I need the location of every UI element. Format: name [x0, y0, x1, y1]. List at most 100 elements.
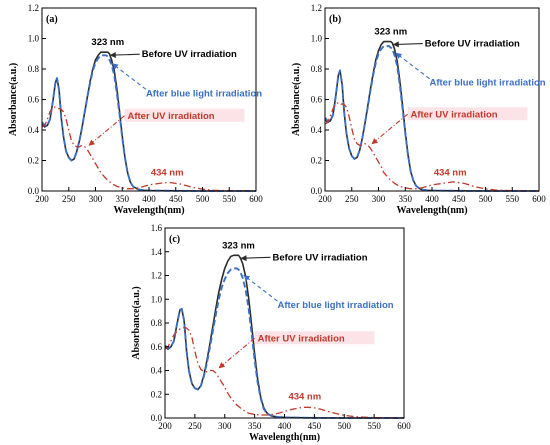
before-arrow-head	[392, 41, 399, 48]
blue-arrow-head	[243, 275, 251, 282]
peak-uv-label: 323 nm	[91, 37, 124, 48]
y-tick-label: 0.0	[151, 413, 163, 423]
plot-frame	[324, 7, 540, 192]
y-tick-label: 0.4	[28, 125, 40, 135]
x-tick-label: 350	[116, 194, 130, 204]
y-tick-label: 0.2	[28, 156, 39, 166]
x-tick-label: 200	[158, 421, 172, 431]
after-uv-label-bg	[254, 331, 375, 345]
y-tick-label: 0.4	[151, 366, 163, 376]
x-tick-label: 450	[452, 194, 466, 204]
y-axis-label: Absorbance(a.u.)	[131, 286, 142, 359]
x-tick-label: 200	[318, 194, 332, 204]
y-tick-label: 1.2	[28, 3, 39, 13]
panel-label: (c)	[169, 234, 180, 245]
x-axis-label: Wavelength(nm)	[249, 432, 320, 443]
x-tick-label: 300	[218, 421, 232, 431]
y-tick-label: 1.2	[311, 3, 322, 13]
y-axis-label: Absorbance(a.u.)	[291, 63, 302, 136]
x-tick-label: 250	[345, 194, 359, 204]
y-tick-label: 0.0	[28, 186, 40, 196]
x-tick-label: 500	[479, 194, 493, 204]
peak-vis-label: 434 nm	[151, 167, 184, 178]
blue-arrow-head	[111, 63, 119, 70]
series-line-blue	[164, 267, 404, 419]
uv-arrow-line	[88, 115, 125, 147]
blue-arrow-line	[243, 274, 278, 302]
after-uv-label-bg	[124, 108, 245, 122]
x-tick-label: 400	[278, 421, 292, 431]
series-line-uv	[164, 327, 405, 419]
after-uv-label-bg	[407, 107, 528, 121]
x-tick-label: 450	[308, 421, 322, 431]
y-tick-label: 1.0	[151, 294, 163, 304]
x-axis-label: Wavelength(nm)	[113, 205, 184, 216]
x-tick-label: 200	[35, 194, 49, 204]
x-tick-label: 250	[188, 421, 202, 431]
after-blue-label: After blue light irradiation	[146, 88, 262, 99]
uv-arrow-line	[371, 113, 408, 145]
y-tick-label: 0.8	[151, 318, 163, 328]
panel-c: 200 250 300 350 400 450 500 550 600 0.0 0.2 0.4 0.6 0…	[131, 223, 411, 443]
y-tick-label: 0.2	[311, 156, 322, 166]
before-uv-label: Before UV irradiation	[142, 49, 237, 60]
y-tick-label: 1.0	[28, 34, 40, 44]
x-tick-label: 500	[196, 194, 210, 204]
x-tick-label: 600	[397, 421, 411, 431]
peak-uv-label: 323 nm	[222, 240, 255, 251]
y-tick-label: 1.0	[311, 34, 323, 44]
peak-vis-label: 434 nm	[288, 391, 321, 402]
y-tick-label: 1.6	[151, 223, 163, 233]
plot-frame	[41, 7, 257, 192]
panel-b: 200 250 300 350 400 450 500 550 600 0.0 0.2 0.4 0.6 0…	[291, 3, 546, 216]
uv-arrow-head	[218, 362, 226, 369]
y-axis-label: Absorbance(a.u.)	[8, 63, 19, 136]
series-line-uv	[41, 106, 257, 192]
x-tick-label: 550	[367, 421, 381, 431]
y-tick-label: 1.2	[151, 271, 162, 281]
series-line-blue	[41, 54, 256, 192]
x-tick-label: 600	[249, 194, 263, 204]
after-uv-label: After UV irradiation	[127, 111, 214, 122]
after-uv-label: After UV irradiation	[258, 333, 345, 344]
uv-arrow-line	[218, 337, 255, 369]
after-blue-label: After blue light irradiation	[429, 78, 545, 89]
y-tick-label: 1.4	[151, 247, 163, 257]
panel-a: 200 250 300 350 400 450 500 550 600 0.0 0.2 0.4 0.6 0…	[8, 3, 263, 216]
x-tick-label: 500	[338, 421, 352, 431]
y-tick-label: 0.0	[311, 186, 323, 196]
y-tick-label: 0.6	[311, 95, 323, 105]
blue-arrow-line	[395, 52, 430, 80]
x-axis-label: Wavelength(nm)	[396, 205, 467, 216]
x-tick-label: 550	[506, 194, 520, 204]
before-arrow-head	[109, 52, 116, 59]
uv-arrow-head	[371, 138, 379, 145]
uv-arrow-head	[88, 139, 96, 146]
x-tick-label: 400	[142, 194, 156, 204]
y-tick-label: 0.6	[151, 342, 163, 352]
x-tick-label: 300	[89, 194, 103, 204]
after-uv-label: After UV irradiation	[410, 109, 497, 120]
blue-arrow-head	[395, 52, 403, 59]
peak-uv-label: 323 nm	[374, 27, 407, 38]
y-tick-label: 0.2	[151, 389, 162, 399]
x-tick-label: 350	[248, 421, 262, 431]
y-tick-label: 0.8	[311, 64, 323, 74]
before-uv-label: Before UV irradiation	[272, 252, 367, 263]
blue-arrow-line	[111, 62, 147, 90]
series-line-blue	[324, 45, 539, 192]
y-tick-label: 0.4	[311, 125, 323, 135]
y-tick-label: 0.8	[28, 64, 40, 74]
x-tick-label: 450	[169, 194, 183, 204]
peak-vis-label: 434 nm	[434, 167, 467, 178]
x-tick-label: 550	[223, 194, 237, 204]
panel-label: (a)	[46, 14, 58, 25]
x-tick-label: 600	[532, 194, 546, 204]
before-uv-label: Before UV irradiation	[425, 39, 520, 50]
after-blue-label: After blue light irradiation	[277, 300, 393, 311]
y-tick-label: 0.6	[28, 95, 40, 105]
series-line-uv	[324, 101, 540, 192]
x-tick-label: 350	[399, 194, 413, 204]
before-arrow-head	[240, 255, 247, 262]
